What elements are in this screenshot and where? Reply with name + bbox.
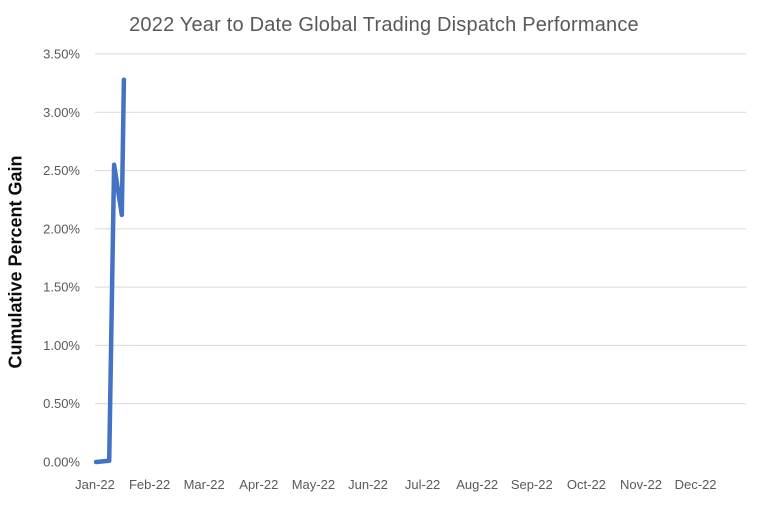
x-tick-label: Apr-22	[239, 477, 278, 492]
x-tick-label: Oct-22	[567, 477, 606, 492]
x-tick-label: Mar-22	[184, 477, 225, 492]
y-tick-label: 1.00%	[43, 338, 80, 353]
x-tick-label: Sep-22	[511, 477, 553, 492]
y-tick-label: 3.00%	[43, 105, 80, 120]
x-tick-label: Feb-22	[129, 477, 170, 492]
x-tick-label: Jan-22	[75, 477, 115, 492]
y-tick-label: 3.50%	[43, 47, 80, 62]
y-tick-label: 0.50%	[43, 396, 80, 411]
performance-line	[93, 77, 127, 465]
x-tick-label: Nov-22	[620, 477, 662, 492]
x-tick-label: Aug-22	[456, 477, 498, 492]
y-tick-label: 1.50%	[43, 280, 80, 295]
x-tick-label: Jun-22	[348, 477, 388, 492]
x-tick-label: May-22	[292, 477, 335, 492]
y-tick-label: 2.00%	[43, 221, 80, 236]
x-tick-label: Dec-22	[675, 477, 717, 492]
chart-title: 2022 Year to Date Global Trading Dispatc…	[129, 14, 639, 36]
y-tick-label: 2.50%	[43, 163, 80, 178]
y-tick-label: 0.00%	[43, 455, 80, 470]
x-tick-label: Jul-22	[405, 477, 440, 492]
